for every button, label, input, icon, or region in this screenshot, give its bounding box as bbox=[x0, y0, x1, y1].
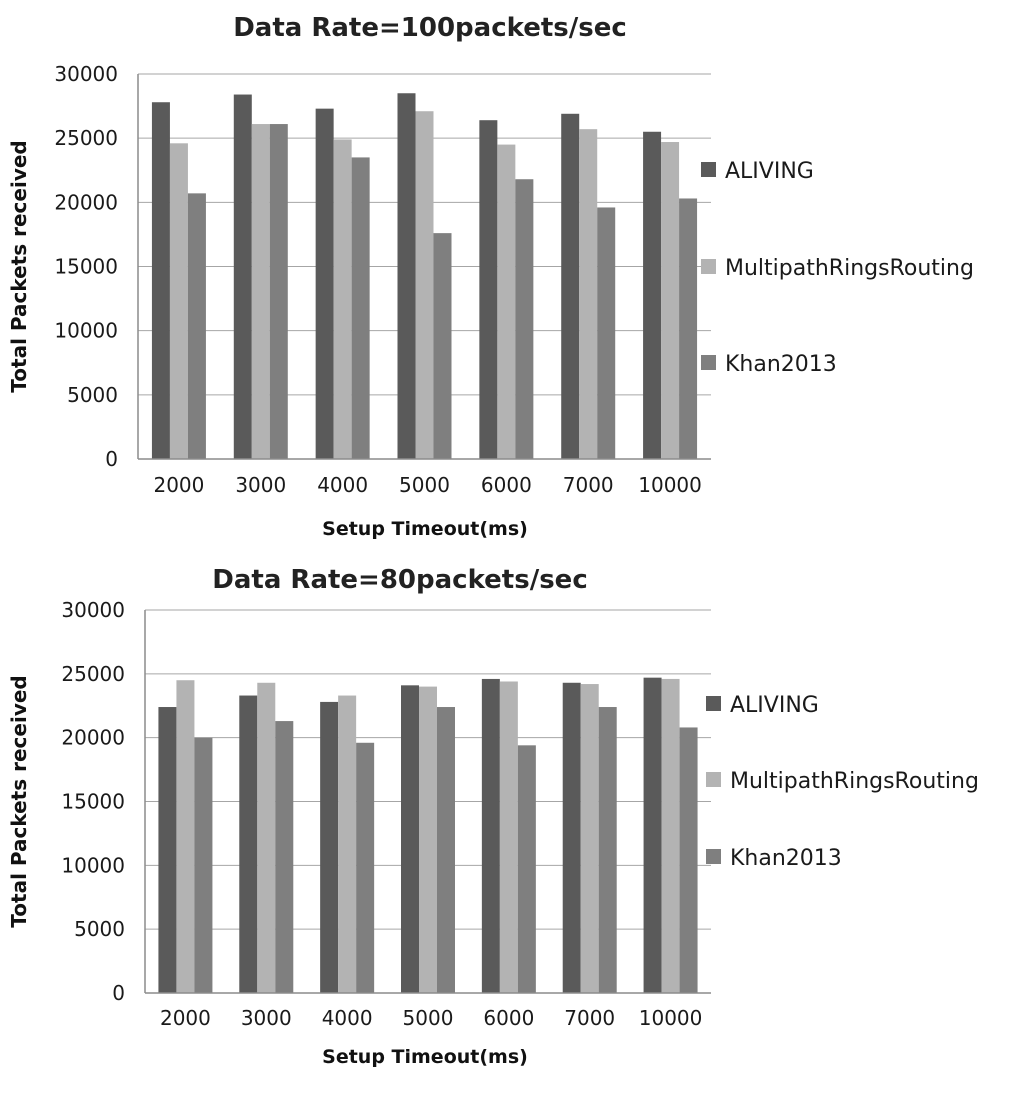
bar-aliving-2000 bbox=[158, 707, 177, 993]
bar-khan2013-10000 bbox=[679, 727, 698, 993]
x-tick-label: 5000 bbox=[399, 473, 450, 497]
x-tick-label: 4000 bbox=[317, 473, 368, 497]
x-tick-label: 4000 bbox=[322, 1006, 373, 1030]
bar-multipathringsrouting-4000 bbox=[333, 139, 352, 459]
y-tick-label: 5000 bbox=[67, 383, 118, 407]
bar-khan2013-4000 bbox=[356, 742, 375, 993]
bar-multipathringsrouting-6000 bbox=[499, 681, 518, 993]
x-tick-label: 6000 bbox=[481, 473, 532, 497]
x-tick-label: 2000 bbox=[160, 1006, 211, 1030]
bar-khan2013-2000 bbox=[187, 193, 206, 459]
y-tick-label: 0 bbox=[105, 447, 118, 471]
y-axis-label: Total Packets received bbox=[7, 675, 31, 927]
legend-label-aliving: ALIVING bbox=[725, 159, 814, 184]
bar-khan2013-4000 bbox=[351, 157, 370, 459]
bar-aliving-6000 bbox=[479, 120, 498, 459]
bar-aliving-5000 bbox=[397, 93, 416, 459]
bar-multipathringsrouting-10000 bbox=[661, 142, 680, 459]
bar-multipathringsrouting-3000 bbox=[251, 124, 270, 460]
bar-khan2013-7000 bbox=[597, 207, 616, 459]
y-tick-label: 25000 bbox=[54, 126, 118, 150]
legend-swatch-aliving bbox=[701, 162, 716, 177]
bar-multipathringsrouting-5000 bbox=[415, 111, 434, 459]
bar-multipathringsrouting-7000 bbox=[580, 684, 599, 993]
x-axis-label: Setup Timeout(ms) bbox=[322, 1046, 528, 1068]
bar-multipathringsrouting-10000 bbox=[661, 678, 680, 993]
legend-swatch-multipathringsrouting bbox=[706, 772, 721, 787]
y-tick-label: 10000 bbox=[54, 319, 118, 343]
legend-swatch-khan2013 bbox=[706, 849, 721, 864]
bar-multipathringsrouting-5000 bbox=[419, 686, 437, 993]
bar-aliving-7000 bbox=[562, 682, 581, 993]
bar-multipathringsrouting-2000 bbox=[176, 680, 195, 993]
x-tick-label: 10000 bbox=[639, 1006, 703, 1030]
bar-khan2013-3000 bbox=[275, 721, 294, 993]
bar-khan2013-6000 bbox=[515, 179, 534, 459]
chart-100-packets: Data Rate=100packets/sec 0 5000 10000 15000 2… bbox=[7, 13, 974, 540]
x-tick-label: 2000 bbox=[153, 473, 204, 497]
legend-label-khan2013: Khan2013 bbox=[725, 352, 837, 377]
x-tick-label: 7000 bbox=[564, 1006, 615, 1030]
bar-aliving-5000 bbox=[401, 685, 419, 993]
bar-multipathringsrouting-6000 bbox=[497, 144, 516, 460]
bar-khan2013-7000 bbox=[598, 707, 617, 993]
legend-label-multipathringsrouting: MultipathRingsRouting bbox=[730, 769, 979, 794]
bar-aliving-3000 bbox=[233, 94, 252, 460]
legend-swatch-khan2013 bbox=[701, 355, 716, 370]
y-tick-label: 20000 bbox=[54, 190, 118, 214]
y-tick-label: 30000 bbox=[61, 598, 125, 622]
x-tick-label: 3000 bbox=[235, 473, 286, 497]
bar-aliving-10000 bbox=[643, 677, 662, 993]
chart-title: Data Rate=100packets/sec bbox=[233, 13, 627, 43]
y-tick-label: 10000 bbox=[61, 853, 125, 877]
y-tick-label: 15000 bbox=[54, 255, 118, 279]
y-tick-label: 0 bbox=[112, 981, 125, 1005]
bar-aliving-4000 bbox=[315, 108, 334, 460]
y-tick-label: 5000 bbox=[74, 917, 125, 941]
bar-khan2013-5000 bbox=[437, 707, 455, 993]
bar-aliving-6000 bbox=[481, 678, 500, 993]
chart-80-packets: Data Rate=80packets/sec 0 5000 10000 15000 20… bbox=[7, 565, 979, 1068]
y-tick-label: 20000 bbox=[61, 726, 125, 750]
y-tick-label: 30000 bbox=[54, 62, 118, 86]
x-tick-label: 7000 bbox=[563, 473, 614, 497]
x-tick-label: 10000 bbox=[638, 473, 702, 497]
bar-aliving-10000 bbox=[643, 131, 662, 459]
bar-multipathringsrouting-7000 bbox=[579, 129, 598, 459]
bar-khan2013-5000 bbox=[433, 233, 452, 459]
bar-khan2013-10000 bbox=[679, 198, 698, 459]
bar-aliving-7000 bbox=[561, 113, 580, 460]
bar-multipathringsrouting-3000 bbox=[257, 682, 276, 993]
bar-aliving-3000 bbox=[239, 695, 258, 993]
x-tick-label: 3000 bbox=[241, 1006, 292, 1030]
bar-multipathringsrouting-4000 bbox=[338, 695, 357, 993]
bar-multipathringsrouting-2000 bbox=[169, 143, 188, 460]
bar-aliving-2000 bbox=[151, 102, 170, 459]
bar-khan2013-2000 bbox=[194, 737, 213, 993]
y-tick-label: 15000 bbox=[61, 790, 125, 814]
legend-swatch-aliving bbox=[706, 696, 721, 711]
legend-label-khan2013: Khan2013 bbox=[730, 846, 842, 871]
y-axis-label: Total Packets received bbox=[7, 140, 31, 392]
legend-label-aliving: ALIVING bbox=[730, 693, 819, 718]
bar-khan2013-3000 bbox=[269, 124, 288, 460]
x-axis-label: Setup Timeout(ms) bbox=[322, 518, 528, 540]
legend-label-multipathringsrouting: MultipathRingsRouting bbox=[725, 256, 974, 281]
y-tick-label: 25000 bbox=[61, 662, 125, 686]
bar-aliving-4000 bbox=[320, 701, 339, 993]
x-tick-label: 5000 bbox=[403, 1006, 454, 1030]
legend-swatch-multipathringsrouting bbox=[701, 259, 716, 274]
bar-khan2013-6000 bbox=[517, 745, 536, 993]
chart-title: Data Rate=80packets/sec bbox=[212, 565, 587, 595]
x-tick-label: 6000 bbox=[483, 1006, 534, 1030]
